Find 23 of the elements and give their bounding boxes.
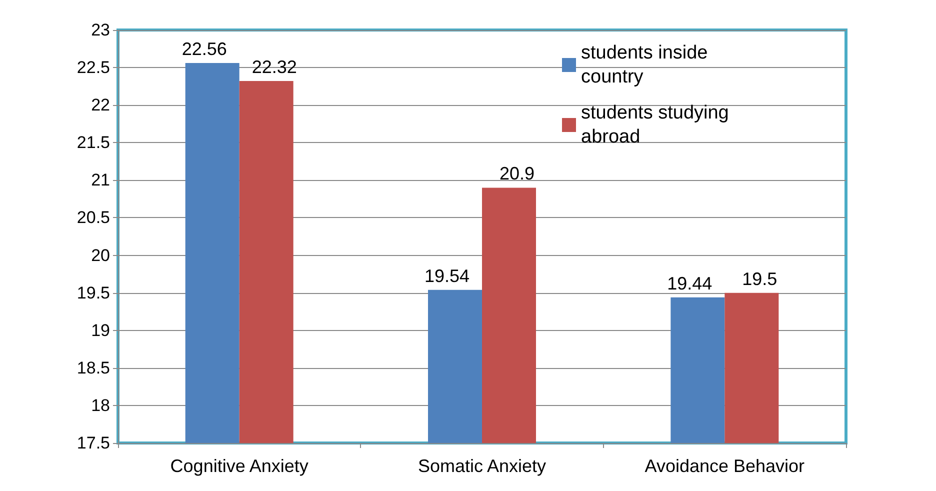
data-label: 20.9 bbox=[499, 164, 535, 184]
y-tick-label: 18.5 bbox=[76, 358, 110, 378]
x-tick-label: Somatic Anxiety bbox=[418, 456, 546, 476]
y-tick-label: 19.5 bbox=[76, 283, 110, 302]
y-tick-label: 20 bbox=[91, 246, 110, 265]
y-tick-label: 22.5 bbox=[76, 58, 110, 78]
data-label: 19.54 bbox=[424, 266, 470, 286]
data-label: 22.56 bbox=[182, 39, 227, 60]
legend-label: students studying abroad bbox=[581, 102, 734, 148]
y-tick-label: 20.5 bbox=[76, 208, 110, 228]
y-tick-label: 21 bbox=[91, 170, 110, 190]
y-tick-label: 21.5 bbox=[76, 133, 110, 152]
data-label: 19.5 bbox=[742, 268, 778, 289]
data-label: 19.44 bbox=[667, 273, 712, 294]
y-tick-label: 23 bbox=[91, 20, 110, 40]
x-tick-label: Cognitive Anxiety bbox=[170, 456, 308, 476]
data-label: 22.32 bbox=[252, 57, 297, 78]
y-tick-label: 22 bbox=[91, 96, 110, 115]
y-tick-label: 18 bbox=[91, 396, 110, 415]
y-tick-label: 17.5 bbox=[76, 434, 110, 452]
legend-label: students inside country bbox=[581, 42, 714, 88]
x-tick-label: Avoidance Behavior bbox=[644, 456, 805, 476]
y-tick-label: 19 bbox=[91, 320, 110, 340]
